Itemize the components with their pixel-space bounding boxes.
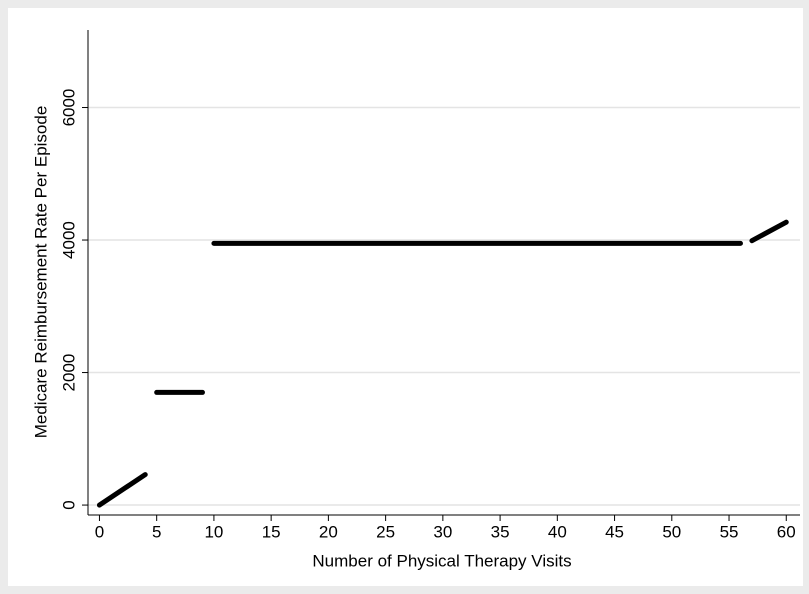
- y-tick-label: 2000: [59, 354, 78, 392]
- x-tick-label: 40: [548, 522, 567, 541]
- x-tick-label: 25: [376, 522, 395, 541]
- x-tick-label: 30: [433, 522, 452, 541]
- x-tick-label: 15: [262, 522, 281, 541]
- x-tick-label: 5: [152, 522, 161, 541]
- x-tick-label: 55: [720, 522, 739, 541]
- y-tick-label: 0: [59, 500, 78, 509]
- x-tick-label: 35: [491, 522, 510, 541]
- x-tick-label: 10: [204, 522, 223, 541]
- x-tick-label: 50: [662, 522, 681, 541]
- graph-region: [8, 8, 803, 586]
- x-tick-label: 60: [777, 522, 796, 541]
- x-axis-title: Number of Physical Therapy Visits: [312, 551, 571, 570]
- x-tick-label: 0: [95, 522, 104, 541]
- x-tick-label: 20: [319, 522, 338, 541]
- y-tick-label: 4000: [59, 221, 78, 259]
- x-tick-label: 45: [605, 522, 624, 541]
- y-axis-title: Medicare Reimbursement Rate Per Episode: [31, 106, 50, 439]
- data-line: [96, 219, 789, 508]
- y-tick-label: 6000: [59, 89, 78, 127]
